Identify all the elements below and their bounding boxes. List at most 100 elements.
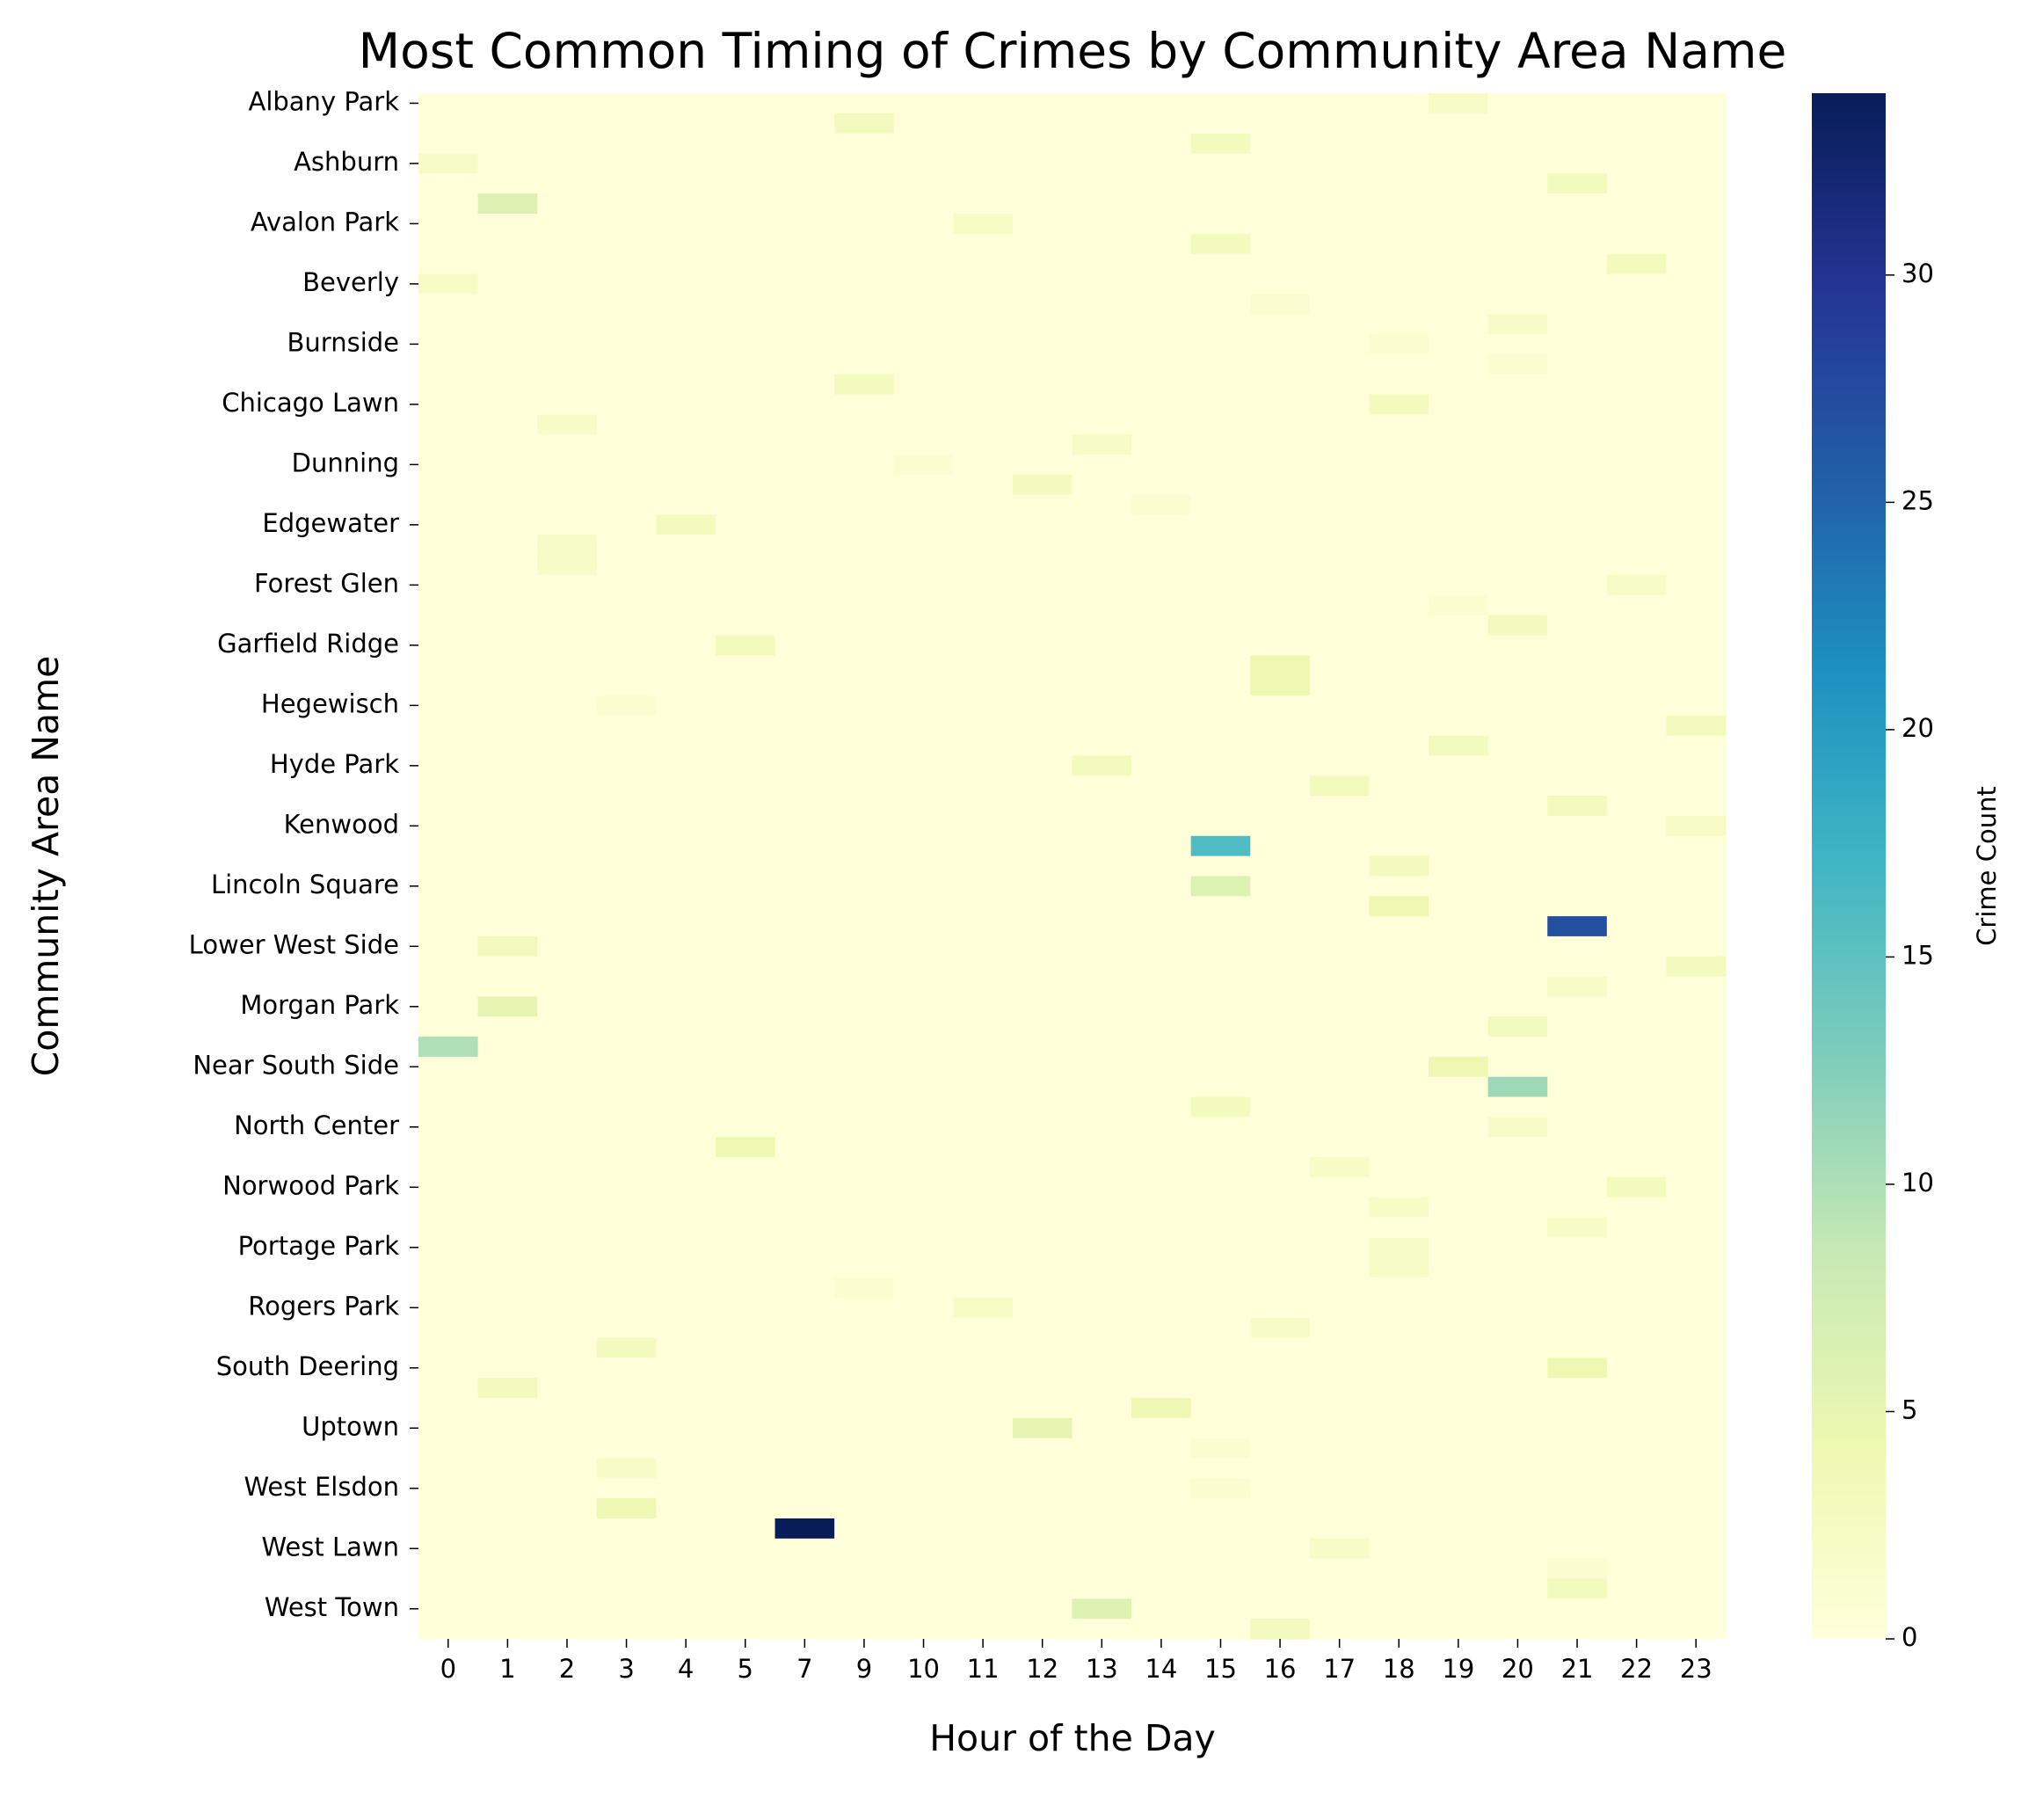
heatmap-cell	[1666, 1498, 1727, 1519]
heatmap-cell	[893, 755, 954, 776]
heatmap-cell	[656, 855, 716, 877]
heatmap-cell	[1547, 695, 1608, 717]
heatmap-cell	[1012, 1037, 1073, 1058]
heatmap-cell	[834, 1197, 895, 1219]
heatmap-cell	[1547, 273, 1608, 295]
heatmap-cell	[477, 1278, 538, 1299]
heatmap-cell	[656, 1056, 716, 1078]
y-tick-label: Burnside	[287, 327, 399, 357]
heatmap-cell	[893, 273, 954, 295]
heatmap-cell	[774, 1598, 835, 1620]
heatmap-cell	[1606, 113, 1667, 135]
heatmap-cell	[1429, 1398, 1489, 1419]
heatmap-cell	[1369, 333, 1429, 355]
x-tick-label: 16	[1264, 1654, 1297, 1684]
heatmap-cell	[1369, 956, 1429, 978]
heatmap-cell	[1666, 535, 1727, 556]
heatmap-cell	[953, 1598, 1014, 1620]
heatmap-cell	[1429, 1438, 1489, 1460]
heatmap-cell	[418, 835, 479, 857]
heatmap-cell	[1131, 1538, 1192, 1560]
heatmap-cell	[1250, 916, 1311, 937]
heatmap-cell	[834, 615, 895, 636]
heatmap-cell	[656, 514, 716, 535]
heatmap-cell	[418, 996, 479, 1017]
heatmap-cell	[596, 956, 657, 978]
heatmap-cell	[477, 1498, 538, 1519]
heatmap-cell	[1666, 996, 1727, 1017]
heatmap-cell	[537, 173, 598, 194]
heatmap-cell	[477, 253, 538, 274]
heatmap-cell	[1012, 835, 1073, 857]
heatmap-cell	[1487, 333, 1548, 355]
heatmap-cell	[1012, 1237, 1073, 1258]
heatmap-cell	[1250, 333, 1311, 355]
heatmap-cell	[774, 314, 835, 335]
heatmap-cell	[596, 1619, 657, 1640]
heatmap-cell	[774, 193, 835, 215]
heatmap-cell	[1250, 1478, 1311, 1499]
heatmap-cell	[715, 535, 776, 556]
heatmap-cell	[656, 615, 716, 636]
heatmap-cell	[834, 1096, 895, 1117]
heatmap-cell	[1606, 374, 1667, 395]
heatmap-cell	[893, 956, 954, 978]
heatmap-cell	[834, 133, 895, 154]
heatmap-cell	[1547, 675, 1608, 696]
heatmap-cell	[1487, 233, 1548, 255]
heatmap-cell	[1131, 775, 1192, 797]
heatmap-cell	[1131, 1598, 1192, 1620]
heatmap-cell	[1131, 896, 1192, 917]
x-tick-label: 0	[440, 1654, 456, 1684]
heatmap-cell	[596, 1016, 657, 1037]
heatmap-cell	[1309, 1257, 1370, 1278]
heatmap-cell	[1666, 916, 1727, 937]
heatmap-cell	[477, 1358, 538, 1379]
heatmap-cell	[1666, 1358, 1727, 1379]
heatmap-cell	[774, 956, 835, 978]
heatmap-cell	[656, 1518, 716, 1540]
heatmap-cell	[1072, 434, 1132, 455]
heatmap-cell	[537, 815, 598, 837]
heatmap-cell	[1666, 133, 1727, 154]
heatmap-cell	[1369, 1197, 1429, 1219]
heatmap-cell	[1547, 294, 1608, 315]
heatmap-cell	[656, 956, 716, 978]
heatmap-cell	[596, 233, 657, 255]
heatmap-cell	[1012, 1458, 1073, 1479]
heatmap-cell	[834, 233, 895, 255]
heatmap-cell	[1547, 735, 1608, 756]
heatmap-cell	[1250, 1016, 1311, 1037]
heatmap-cell	[1429, 1378, 1489, 1399]
heatmap-cell	[1190, 294, 1251, 315]
heatmap-cell	[1190, 1417, 1251, 1439]
heatmap-cell	[1487, 555, 1548, 576]
heatmap-cell	[1072, 173, 1132, 194]
heatmap-cell	[834, 113, 895, 135]
heatmap-cell	[1369, 494, 1429, 515]
heatmap-cell	[1131, 414, 1192, 435]
heatmap-cell	[893, 434, 954, 455]
heatmap-cell	[1190, 1578, 1251, 1599]
heatmap-cell	[1012, 213, 1073, 235]
heatmap-cell	[1309, 1217, 1370, 1238]
heatmap-cell	[715, 615, 776, 636]
heatmap-cell	[1369, 775, 1429, 797]
heatmap-cell	[537, 775, 598, 797]
heatmap-cell	[1250, 896, 1311, 917]
heatmap-cell	[1487, 1378, 1548, 1399]
heatmap-cell	[1250, 193, 1311, 215]
heatmap-cell	[953, 333, 1014, 355]
heatmap-cell	[1072, 815, 1132, 837]
heatmap-cell	[1429, 353, 1489, 375]
heatmap-cell	[834, 314, 895, 335]
heatmap-cell	[1369, 1278, 1429, 1299]
heatmap-cell	[893, 1518, 954, 1540]
heatmap-cell	[477, 374, 538, 395]
heatmap-cell	[715, 1278, 776, 1299]
heatmap-cell	[1190, 835, 1251, 857]
heatmap-cell	[1072, 976, 1132, 997]
heatmap-cell	[834, 414, 895, 435]
heatmap-cell	[893, 113, 954, 135]
heatmap-cell	[1012, 535, 1073, 556]
